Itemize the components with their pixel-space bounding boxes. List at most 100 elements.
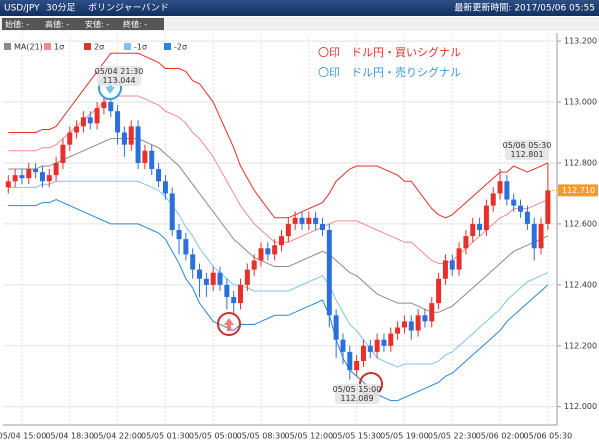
candle-body: [504, 181, 510, 200]
y-tick-label: 112.800: [564, 158, 597, 167]
annotation-time: 05/05 15:00: [333, 385, 382, 394]
candle-body: [456, 248, 462, 270]
x-tick-label: 05/05 08:30: [237, 432, 286, 440]
candle-body: [231, 297, 237, 304]
buy-signal: [217, 312, 241, 336]
candle-body: [408, 321, 414, 331]
x-tick-label: 05/05 12:00: [284, 432, 333, 440]
candle-body: [142, 150, 148, 163]
last-price-tag: [558, 184, 598, 197]
candle-body: [299, 217, 305, 224]
candle-body: [67, 132, 73, 145]
candle-body: [333, 315, 339, 340]
candle-body: [176, 230, 182, 240]
legend-label: 1σ: [54, 43, 64, 52]
candle-body: [183, 239, 189, 255]
legend-swatch: [4, 43, 11, 50]
x-tick-label: 05/05 22:30: [428, 432, 477, 440]
annotation-value: 112.089: [340, 394, 373, 403]
candle-body: [224, 284, 230, 298]
legend-swatch: [164, 43, 171, 50]
candle-body: [203, 278, 209, 285]
y-tick-label: 112.400: [564, 280, 597, 289]
annotation-time: 05/06 05:30: [503, 141, 552, 150]
candle-body: [511, 199, 517, 206]
candle-body: [388, 333, 394, 346]
candle-body: [244, 269, 250, 285]
candle-body: [258, 248, 264, 261]
indicator: ボリンジャーバンド: [88, 3, 169, 14]
candle-body: [497, 181, 503, 194]
x-tick-label: 05/06 02:00: [476, 432, 525, 440]
candle-body: [313, 217, 319, 224]
ohlc-low: 安値: -: [85, 19, 109, 29]
updated: 最新更新時間: 2017/05/06 05:55: [454, 2, 595, 14]
x-tick-label: 05/06 05:30: [524, 432, 573, 440]
candle-body: [354, 361, 360, 371]
candle-body: [156, 169, 162, 182]
candle-body: [210, 272, 216, 285]
candle-body: [285, 223, 291, 237]
candle-body: [292, 217, 298, 224]
header-bar: [0, 0, 599, 16]
candle-body: [217, 272, 223, 285]
y-tick-label: 112.000: [564, 402, 597, 411]
candle-body: [340, 339, 346, 352]
candle-body: [538, 223, 544, 249]
x-tick-label: 05/04 22:00: [93, 432, 142, 440]
annotation: 05/04 21:30 113.044: [95, 66, 144, 86]
y-tick-label: 113.200: [564, 37, 597, 46]
sell-signal-legend: 〇印 ドル円・売りシグナル: [318, 65, 461, 79]
legend-swatch: [84, 43, 91, 50]
band-line: [8, 198, 549, 402]
candle-body: [74, 126, 80, 133]
pair: USD/JPY: [4, 4, 40, 14]
annotation: 05/05 15:00 112.089: [333, 384, 382, 404]
candle-body: [381, 339, 387, 346]
candle-body: [545, 190, 551, 224]
annotation: 05/06 05:30 112.801: [503, 140, 552, 160]
band-line: [8, 138, 549, 313]
candle-body: [12, 175, 18, 182]
candle-body: [238, 284, 244, 304]
x-tick-label: 05/05 05:00: [189, 432, 238, 440]
x-tick-label: 05/04 18:30: [45, 432, 94, 440]
annotation-value: 112.801: [510, 150, 543, 159]
candle-body: [46, 175, 52, 182]
x-tick-label: 05/04 15:00: [0, 432, 46, 440]
candle-body: [190, 254, 196, 270]
candle-body: [80, 117, 86, 127]
legend-label: -2σ: [174, 43, 187, 52]
candle-body: [367, 345, 373, 352]
candle-body: [429, 303, 435, 322]
candle-body: [53, 162, 59, 176]
candle-body: [483, 205, 489, 230]
candle-body: [490, 193, 496, 206]
candle-body: [115, 111, 121, 133]
x-tick-label: 05/05 01:30: [141, 432, 190, 440]
candle-body: [360, 345, 366, 362]
legend-label: -1σ: [134, 43, 147, 52]
candle-body: [149, 150, 155, 170]
candle-body: [169, 193, 175, 230]
candle-body: [531, 223, 537, 249]
candle-body: [26, 169, 32, 179]
ohlc-close: 終値: -: [123, 19, 147, 29]
candle-body: [436, 278, 442, 304]
candle-body: [347, 351, 353, 371]
candle-body: [265, 248, 271, 255]
candle-body: [19, 175, 25, 179]
legend-swatch: [124, 43, 131, 50]
candle-body: [197, 269, 203, 279]
annotation-value: 113.044: [102, 76, 135, 85]
x-tick-label: 05/05 15:30: [332, 432, 381, 440]
annotation-time: 05/04 21:30: [95, 67, 144, 76]
band-line: [8, 52, 549, 219]
legend-swatch: [44, 43, 51, 50]
candle-body: [39, 172, 45, 182]
x-tick-label: 05/05 19:00: [380, 432, 429, 440]
ohlc-high: 高値: -: [45, 19, 69, 29]
candle-body: [94, 108, 100, 124]
buy-signal-legend: 〇印 ドル円・買いシグナル: [318, 45, 461, 59]
